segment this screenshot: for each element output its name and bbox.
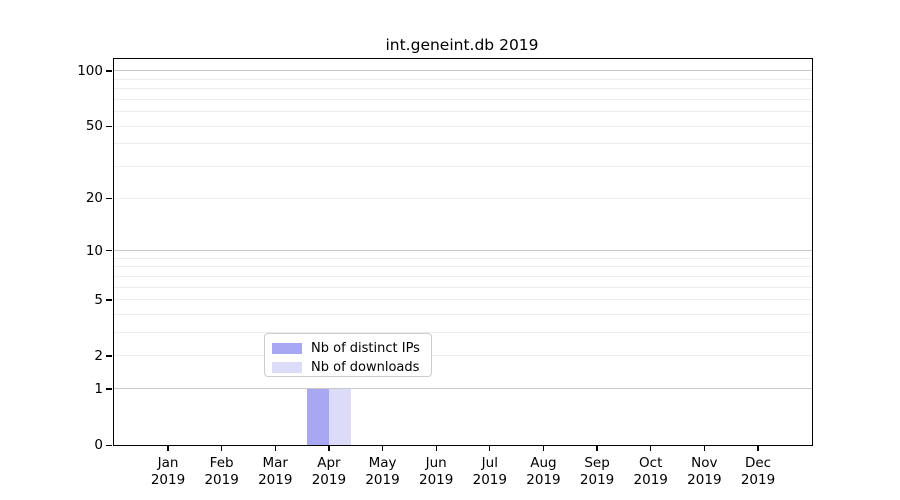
x-tick-label: Jan 2019 <box>150 455 186 488</box>
x-axis-tick <box>274 446 276 451</box>
x-axis-tick <box>167 446 169 451</box>
minor-gridline <box>114 166 812 168</box>
x-tick-label: Sep 2019 <box>579 455 615 488</box>
y-axis-tick <box>106 444 112 446</box>
x-tick-label: Jun 2019 <box>418 455 454 488</box>
y-axis-tick <box>106 299 112 301</box>
x-tick-label: Oct 2019 <box>633 455 668 488</box>
bar-nb-of-downloads <box>328 388 351 445</box>
y-tick-label: 50 <box>85 118 103 135</box>
legend-item-downloads: Nb of downloads <box>272 359 423 375</box>
minor-gridline <box>114 88 812 90</box>
chart-title: int.geneint.db 2019 <box>385 36 539 54</box>
y-tick-label: 0 <box>94 437 103 453</box>
x-axis-tick <box>489 446 491 451</box>
legend: Nb of distinct IPs Nb of downloads <box>264 333 432 377</box>
y-axis-tick <box>106 197 112 200</box>
x-tick-label: Aug 2019 <box>526 455 561 488</box>
legend-label-distinct-ips: Nb of distinct IPs <box>311 340 420 356</box>
y-axis-tick <box>106 125 112 128</box>
major-gridline <box>114 388 812 390</box>
major-gridline <box>114 70 812 72</box>
minor-gridline <box>114 299 812 301</box>
minor-gridline <box>114 98 812 100</box>
y-tick-label: 5 <box>94 291 103 308</box>
minor-gridline <box>114 314 812 316</box>
y-tick-label: 20 <box>85 190 103 207</box>
x-axis-tick <box>703 446 705 451</box>
x-axis-tick <box>381 446 384 451</box>
minor-gridline <box>114 143 812 145</box>
y-axis-tick <box>106 70 112 72</box>
y-axis-tick <box>106 250 112 252</box>
x-tick-label: Jul 2019 <box>472 455 507 488</box>
x-tick-label: Dec 2019 <box>740 455 776 488</box>
bar-nb-of-distinct-ips <box>306 388 329 445</box>
legend-item-distinct-ips: Nb of distinct IPs <box>272 340 423 356</box>
minor-gridline <box>114 125 812 127</box>
x-axis-tick <box>220 446 223 451</box>
major-gridline <box>114 250 812 252</box>
x-tick-label: Apr 2019 <box>311 455 347 488</box>
legend-swatch-distinct-ips <box>272 342 302 354</box>
y-axis-tick <box>106 388 112 390</box>
minor-gridline <box>114 266 812 268</box>
minor-gridline <box>114 111 812 113</box>
y-tick-label: 1 <box>94 380 103 397</box>
minor-gridline <box>114 275 812 277</box>
minor-gridline <box>114 332 812 334</box>
minor-gridline <box>114 355 812 357</box>
minor-gridline <box>114 257 812 259</box>
x-axis-tick <box>328 446 330 451</box>
y-axis-tick <box>106 355 112 357</box>
minor-gridline <box>114 197 812 199</box>
y-tick-label: 2 <box>94 347 103 364</box>
x-axis-tick <box>757 446 759 451</box>
minor-gridline <box>114 78 812 80</box>
legend-swatch-downloads <box>272 361 302 373</box>
y-tick-label: 100 <box>77 62 103 79</box>
x-axis-tick <box>650 446 652 451</box>
x-axis-tick <box>542 446 545 451</box>
x-tick-label: Mar 2019 <box>258 455 293 488</box>
plot-area: 0 1 2 5 10 20 50 100 Jan 2019 Feb 2019 Mar 2019 Apr 201… <box>77 58 813 488</box>
x-axis-tick <box>596 446 598 451</box>
x-tick-label: May 2019 <box>365 455 400 488</box>
legend-label-downloads: Nb of downloads <box>311 359 420 375</box>
x-tick-label: Feb 2019 <box>204 455 239 488</box>
x-tick-label: Nov 2019 <box>687 455 722 488</box>
y-tick-label: 10 <box>85 242 103 259</box>
x-axis-tick <box>435 446 437 451</box>
minor-gridline <box>114 286 812 288</box>
